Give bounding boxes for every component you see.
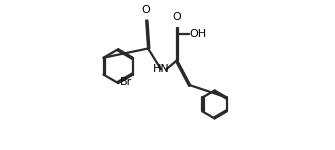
Text: Br: Br [120,77,132,87]
Text: O: O [142,5,150,15]
Text: O: O [173,12,182,22]
Text: OH: OH [190,29,207,39]
Text: HN: HN [152,64,169,74]
